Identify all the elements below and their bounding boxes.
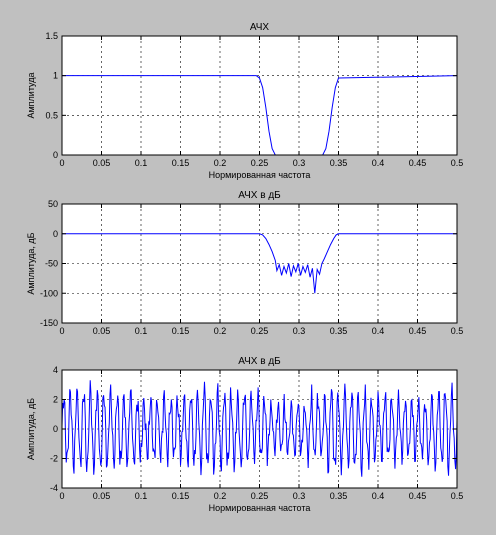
chart2-x-tick-label: 0.3 xyxy=(293,326,306,336)
chart3-x-tick-label: 0.2 xyxy=(214,491,227,501)
chart2-x-tick-label: 0.4 xyxy=(372,326,385,336)
chart3-x-tick-label: 0 xyxy=(59,491,64,501)
chart2-x-tick-label: 0.1 xyxy=(135,326,148,336)
chart3-x-tick-label: 0.15 xyxy=(172,491,190,501)
chart3-x-tick-label: 0.4 xyxy=(372,491,385,501)
chart3-x-tick-label: 0.5 xyxy=(451,491,464,501)
chart2-x-tick-label: 0.05 xyxy=(93,326,111,336)
chart1-y-axis-label: Амплитуда xyxy=(26,72,36,118)
chart1-x-tick-label: 0.45 xyxy=(409,158,427,168)
chart3-y-tick-label: 2 xyxy=(53,395,58,405)
chart3-x-tick-label: 0.1 xyxy=(135,491,148,501)
chart1-y-tick-label: 0.5 xyxy=(45,110,58,120)
chart3-title: АЧХ в дБ xyxy=(238,356,281,367)
chart1-title: АЧХ xyxy=(250,22,270,33)
chart3-y-tick-label: -4 xyxy=(50,483,58,493)
chart1-x-axis-label: Нормированная частота xyxy=(209,170,311,180)
chart2-x-tick-label: 0 xyxy=(59,326,64,336)
chart2-series-line xyxy=(62,233,457,294)
chart3-x-tick-label: 0.05 xyxy=(93,491,111,501)
chart3-y-tick-label: 4 xyxy=(53,365,58,375)
chart1-x-tick-label: 0 xyxy=(59,158,64,168)
chart3-x-tick-label: 0.3 xyxy=(293,491,306,501)
chart2-x-tick-label: 0.2 xyxy=(214,326,227,336)
chart1-x-tick-label: 0.1 xyxy=(135,158,148,168)
chart1-x-tick-label: 0.4 xyxy=(372,158,385,168)
chart2-title: АЧХ в дБ xyxy=(238,190,281,201)
chart1-x-tick-label: 0.05 xyxy=(93,158,111,168)
chart1-x-tick-label: 0.2 xyxy=(214,158,227,168)
chart1-x-tick-label: 0.25 xyxy=(251,158,269,168)
chart2-y-tick-label: -150 xyxy=(40,318,58,328)
chart3-x-tick-label: 0.35 xyxy=(330,491,348,501)
chart3-y-axis-label: Амплитуда, дБ xyxy=(26,398,36,460)
chart2-y-tick-label: 0 xyxy=(53,229,58,239)
chart2-x-tick-label: 0.25 xyxy=(251,326,269,336)
chart2-y-tick-label: -50 xyxy=(45,259,58,269)
chart1-x-tick-label: 0.15 xyxy=(172,158,190,168)
chart1-x-tick-label: 0.5 xyxy=(451,158,464,168)
chart3-x-tick-label: 0.45 xyxy=(409,491,427,501)
chart1-y-tick-label: 1.5 xyxy=(45,31,58,41)
chart3-y-tick-label: -2 xyxy=(50,454,58,464)
chart1-y-tick-label: 1 xyxy=(53,71,58,81)
chart2-x-tick-label: 0.35 xyxy=(330,326,348,336)
chart3-y-tick-label: 0 xyxy=(53,424,58,434)
chart3-series-line xyxy=(61,380,458,477)
chart1-x-tick-label: 0.3 xyxy=(293,158,306,168)
chart2-x-tick-label: 0.15 xyxy=(172,326,190,336)
chart2-y-axis-label: Амплитуда, дБ xyxy=(26,232,36,294)
chart3-x-tick-label: 0.25 xyxy=(251,491,269,501)
chart2-x-tick-label: 0.45 xyxy=(409,326,427,336)
chart3-x-axis-label: Нормированная частота xyxy=(209,503,311,513)
chart2-y-tick-label: -100 xyxy=(40,288,58,298)
chart1-plot-area xyxy=(62,36,457,155)
chart1-y-tick-label: 0 xyxy=(53,150,58,160)
chart1-x-tick-label: 0.35 xyxy=(330,158,348,168)
chart2-y-tick-label: 50 xyxy=(48,199,58,209)
chart2-x-tick-label: 0.5 xyxy=(451,326,464,336)
